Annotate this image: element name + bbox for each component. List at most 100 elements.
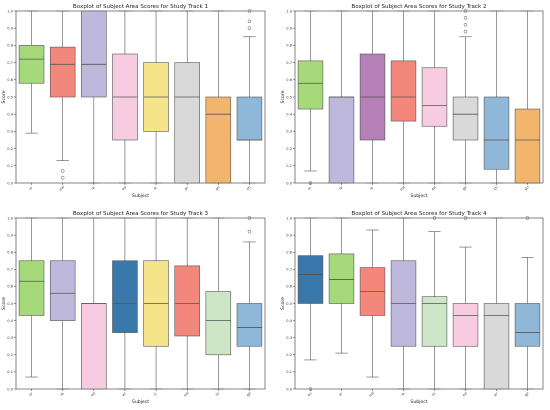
x-axis-label: Subject bbox=[410, 399, 427, 405]
box-body bbox=[174, 265, 200, 337]
y-tick-label: 1.0 bbox=[286, 216, 292, 220]
x-axis-label: Subject bbox=[410, 193, 427, 199]
box-body bbox=[18, 260, 45, 316]
y-tick-label: 0.0 bbox=[286, 181, 292, 185]
y-tick-label: 0.1 bbox=[286, 164, 292, 168]
box-body bbox=[174, 62, 200, 184]
outlier-point bbox=[247, 229, 252, 234]
y-tick-label: 0.7 bbox=[286, 268, 292, 272]
x-tick-label: ch bbox=[246, 185, 252, 191]
y-axis-label: Score bbox=[1, 297, 7, 310]
outlier-point bbox=[463, 16, 468, 20]
x-tick-label: si bbox=[369, 186, 374, 191]
x-tick-label: sr bbox=[28, 391, 34, 397]
y-tick-label: 0.2 bbox=[7, 147, 13, 151]
box-body bbox=[49, 46, 76, 98]
y-tick-label: 0.6 bbox=[7, 78, 13, 82]
box-sr: sr bbox=[18, 217, 45, 397]
box-mir: mir bbox=[49, 10, 76, 192]
box-ea: ea bbox=[112, 10, 138, 191]
outlier-point bbox=[247, 19, 252, 24]
box-body bbox=[514, 108, 541, 184]
y-tick-label: 0.5 bbox=[7, 95, 13, 99]
x-tick-label: ea bbox=[121, 185, 127, 191]
box-ia: ia bbox=[49, 217, 76, 397]
x-tick-label: ge bbox=[246, 391, 253, 398]
outlier-point bbox=[247, 9, 252, 13]
chart-title: Boxplot of Subject Area Scores for Study… bbox=[351, 4, 486, 10]
x-tick-label: mir bbox=[368, 390, 375, 397]
outlier-point bbox=[463, 216, 468, 220]
x-tick-label: hi bbox=[431, 392, 436, 397]
box-body bbox=[452, 96, 479, 141]
x-tick-label: ia bbox=[400, 392, 405, 397]
y-tick-label: 0.8 bbox=[7, 251, 13, 255]
outlier-point bbox=[463, 9, 468, 13]
box-pn: pn bbox=[514, 10, 541, 191]
y-tick-label: 0.4 bbox=[286, 319, 292, 323]
x-tick-label: ea bbox=[90, 391, 96, 397]
box-ge: ge bbox=[236, 216, 263, 398]
outlier-point bbox=[60, 176, 65, 180]
y-tick-label: 0.3 bbox=[286, 130, 292, 134]
y-tick-label: 0.4 bbox=[7, 319, 13, 323]
box-ia: ia bbox=[328, 10, 355, 191]
x-tick-label: ge bbox=[462, 185, 469, 192]
y-tick-label: 0.8 bbox=[7, 44, 13, 48]
box-sr: sr bbox=[297, 10, 324, 191]
box-ec: ec bbox=[297, 217, 324, 397]
box-pr: pr bbox=[483, 217, 510, 397]
outlier-point bbox=[60, 169, 65, 173]
y-tick-label: 0.7 bbox=[7, 61, 13, 65]
box-pr: pr bbox=[174, 10, 200, 191]
y-tick-label: 0.1 bbox=[286, 370, 292, 374]
y-tick-label: 0.8 bbox=[286, 44, 292, 48]
box-ge: ge bbox=[452, 9, 479, 192]
x-tick-label: pr bbox=[493, 391, 499, 397]
box-body bbox=[452, 303, 479, 347]
box-body bbox=[421, 296, 448, 347]
box-ci: ci bbox=[143, 217, 169, 397]
box-body bbox=[328, 96, 355, 184]
outlier-point bbox=[463, 29, 468, 34]
box-body bbox=[328, 253, 355, 304]
y-tick-label: 0.0 bbox=[7, 387, 13, 391]
y-tick-label: 0.1 bbox=[7, 164, 13, 168]
box-body bbox=[514, 303, 541, 347]
outlier-point bbox=[247, 216, 252, 220]
x-tick-label: ea bbox=[431, 185, 437, 191]
y-tick-label: 0.0 bbox=[286, 387, 292, 391]
box-ia: ia bbox=[81, 10, 107, 191]
y-tick-label: 0.9 bbox=[286, 233, 292, 237]
box-body bbox=[297, 255, 324, 304]
box-body bbox=[236, 96, 263, 141]
outlier-point bbox=[463, 23, 468, 27]
box-body bbox=[483, 303, 510, 390]
x-tick-label: sr bbox=[338, 391, 344, 397]
box-body bbox=[421, 67, 448, 127]
y-tick-label: 0.6 bbox=[286, 285, 292, 289]
x-tick-label: mir bbox=[399, 184, 406, 191]
y-tick-label: 0.0 bbox=[7, 181, 13, 185]
y-tick-label: 0.5 bbox=[7, 302, 13, 306]
box-mir: mir bbox=[390, 10, 417, 192]
box-body bbox=[205, 96, 232, 184]
y-axis-label: Score bbox=[1, 90, 7, 103]
box-si: si bbox=[359, 10, 386, 191]
y-tick-label: 0.4 bbox=[7, 113, 13, 117]
box-hi: hi bbox=[421, 216, 448, 397]
x-tick-label: mir bbox=[183, 390, 190, 397]
box-body bbox=[49, 260, 76, 321]
y-tick-label: 0.8 bbox=[286, 251, 292, 255]
box-body bbox=[112, 260, 138, 333]
y-tick-label: 1.0 bbox=[7, 216, 13, 220]
y-tick-label: 0.7 bbox=[286, 61, 292, 65]
y-tick-label: 0.2 bbox=[286, 353, 292, 357]
box-ea: ea bbox=[452, 216, 479, 397]
y-tick-label: 0.6 bbox=[7, 285, 13, 289]
outlier-point bbox=[432, 216, 437, 220]
x-tick-label: ch bbox=[493, 185, 499, 191]
x-tick-label: pr bbox=[184, 185, 190, 191]
box-mir: mir bbox=[359, 229, 386, 398]
